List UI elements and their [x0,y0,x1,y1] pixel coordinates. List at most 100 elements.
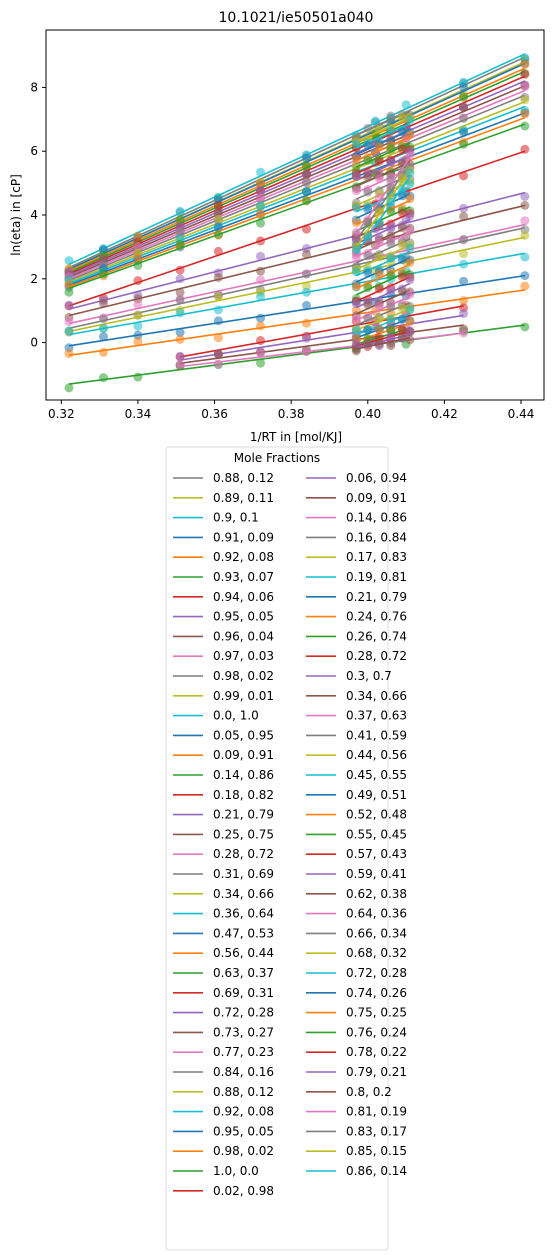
legend-entry: 0.64, 0.36 [346,907,407,921]
data-point [175,360,185,370]
legend-entry: 0.49, 0.51 [346,788,407,802]
legend-entry: 0.28, 0.72 [346,649,407,663]
legend-entry: 0.91, 0.09 [213,530,274,544]
x-tick-label: 0.32 [48,407,75,421]
legend-entry: 0.85, 0.15 [346,1144,407,1158]
fit-line [68,289,525,357]
data-point [386,325,396,335]
fit-line [356,337,411,350]
legend-entry: 0.74, 0.26 [346,986,407,1000]
data-point [520,82,530,92]
data-point [175,328,185,338]
legend-entry: 0.76, 0.24 [346,1025,407,1039]
fit-line [68,204,526,317]
fit-line [68,274,525,347]
legend-entry: 1.0, 0.0 [213,1164,259,1178]
legend-entry: 0.77, 0.23 [213,1045,274,1059]
data-point [520,59,530,69]
fit-line [179,324,464,365]
data-point [64,348,74,358]
data-point [351,244,361,254]
data-point [405,115,415,125]
fit-line [68,94,526,282]
legend-entry: 0.88, 0.12 [213,1085,274,1099]
data-point [133,321,143,331]
fit-line [68,191,526,310]
x-axis: 0.32 0.34 0.36 0.38 0.40 0.42 0.44 [48,400,534,421]
fit-line [68,105,526,285]
fit-line [68,75,526,275]
data-point [64,300,74,310]
y-axis-label: ln(eta) in [cP] [9,174,23,256]
legend-entry: 0.28, 0.72 [213,847,274,861]
fit-line [68,112,526,286]
legend-entry: 0.72, 0.28 [346,966,407,980]
fit-line [68,56,526,269]
legend-entry: 0.18, 0.82 [213,788,274,802]
fit-line [355,225,411,251]
data-point [351,218,361,228]
fit-line [68,116,526,288]
data-point [520,109,530,119]
data-point [405,275,415,285]
data-point [64,287,74,297]
legend-entry: 0.93, 0.07 [213,570,274,584]
legend: Mole Fractions 0.88, 0.12 0.89, 0.11 0.9, … [165,446,407,1251]
data-point [213,292,223,302]
legend-entry: 0.66, 0.34 [346,926,407,940]
x-tick-label: 0.38 [278,407,305,421]
x-tick-label: 0.42 [431,407,458,421]
data-point [256,292,266,302]
plot-frame [45,29,545,401]
legend-entry: 0.89, 0.11 [213,491,274,505]
data-point [213,349,223,359]
fit-line [68,70,526,274]
data-point [374,219,384,229]
legend-entry: 0.62, 0.38 [346,887,407,901]
data-point [64,326,74,336]
legend-entry: 0.86, 0.14 [346,1164,407,1178]
legend-entry: 0.57, 0.43 [346,847,407,861]
data-point [520,121,530,131]
legend-entry: 0.75, 0.25 [346,1006,407,1020]
y-tick-label: 2 [30,272,38,286]
legend-entry: 0.84, 0.16 [213,1065,274,1079]
legend-entry: 0.8, 0.2 [346,1085,392,1099]
legend-entry: 0.0, 1.0 [213,709,259,723]
data-point [213,333,223,343]
x-tick-label: 0.44 [508,407,535,421]
fit-line [355,148,411,175]
data-point [175,351,185,361]
data-point [459,211,469,221]
data-point [301,300,311,310]
data-point [520,322,530,332]
y-tick-label: 0 [30,336,38,350]
legend-entry: 0.09, 0.91 [213,748,274,762]
legend-frame [165,446,389,1251]
data-point [351,186,361,196]
y-tick-label: 4 [30,208,38,222]
legend-entry: 0.06, 0.94 [346,471,407,485]
legend-entry: 0.3, 0.7 [346,669,392,683]
legend-entry: 0.72, 0.28 [213,1006,274,1020]
legend-entry: 0.02, 0.98 [213,1184,274,1198]
legend-entry: 0.41, 0.59 [346,728,407,742]
data-point [520,281,530,291]
plot-marks [64,53,530,393]
series-group [351,332,415,356]
data-point [405,335,415,345]
legend-entry: 0.21, 0.79 [213,808,274,822]
fit-line [68,80,526,277]
data-point [397,172,407,182]
x-tick-label: 0.36 [201,407,228,421]
data-point [405,326,415,336]
data-point [213,359,223,369]
data-point [405,179,415,189]
fit-line [179,314,464,361]
fit-line [355,244,411,270]
legend-entry: 0.37, 0.63 [346,709,407,723]
legend-entry: 0.36, 0.64 [213,907,274,921]
fit-line [68,101,526,283]
legend-entry: 0.96, 0.04 [213,629,274,643]
fit-line [355,193,411,219]
